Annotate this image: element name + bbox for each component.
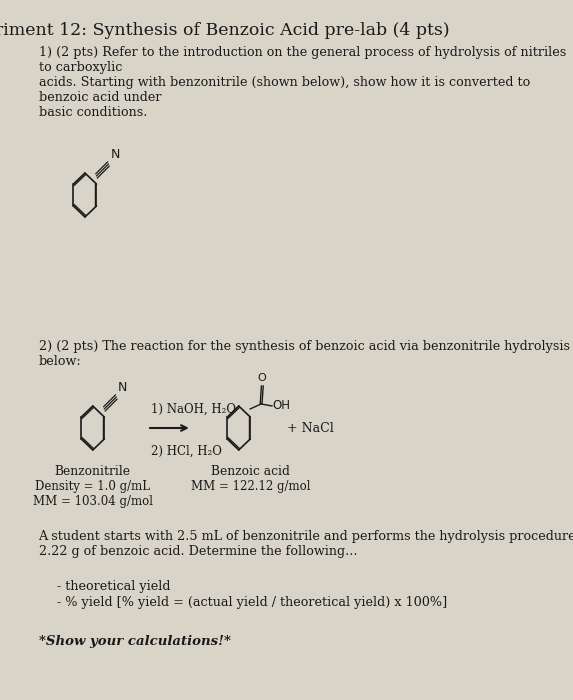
Text: Benzoic acid: Benzoic acid [211, 465, 291, 478]
Text: N: N [118, 381, 128, 394]
Text: 1) (2 pts) Refer to the introduction on the general process of hydrolysis of nit: 1) (2 pts) Refer to the introduction on … [38, 46, 566, 119]
Text: OH: OH [273, 400, 291, 412]
Text: - % yield [% yield = (actual yield / theoretical yield) x 100%]: - % yield [% yield = (actual yield / the… [57, 596, 447, 609]
Text: + NaCl: + NaCl [287, 421, 333, 435]
Text: - theoretical yield: - theoretical yield [57, 580, 170, 593]
Text: *Show your calculations!*: *Show your calculations!* [38, 635, 230, 648]
Text: MM = 103.04 g/mol: MM = 103.04 g/mol [33, 495, 153, 508]
Text: A student starts with 2.5 mL of benzonitrile and performs the hydrolysis procedu: A student starts with 2.5 mL of benzonit… [38, 530, 573, 558]
Text: 2) (2 pts) The reaction for the synthesis of benzoic acid via benzonitrile hydro: 2) (2 pts) The reaction for the synthesi… [38, 340, 573, 368]
Text: 2) HCl, H₂O: 2) HCl, H₂O [151, 445, 222, 458]
Text: Density = 1.0 g/mL: Density = 1.0 g/mL [36, 480, 150, 493]
Text: N: N [111, 148, 120, 161]
Text: MM = 122.12 g/mol: MM = 122.12 g/mol [191, 480, 311, 493]
Text: 1) NaOH, H₂O: 1) NaOH, H₂O [151, 403, 236, 416]
Text: Benzonitrile: Benzonitrile [55, 465, 131, 478]
Text: Experiment 12: Synthesis of Benzoic Acid pre-lab (4 pts): Experiment 12: Synthesis of Benzoic Acid… [0, 22, 449, 39]
Text: O: O [257, 373, 266, 383]
